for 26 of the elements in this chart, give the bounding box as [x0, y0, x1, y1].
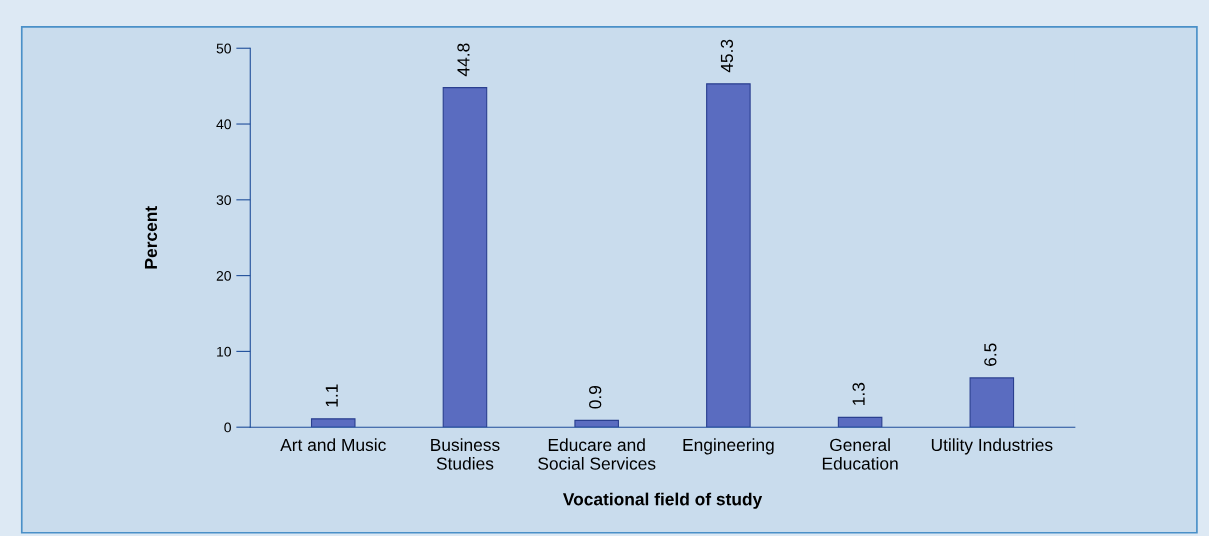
data-label: 0.9: [589, 385, 602, 409]
x-tick-label: Art and Music: [280, 438, 386, 452]
x-tick-label: Engineering: [683, 438, 774, 455]
x-axis-title: Vocational field of study: [562, 492, 763, 509]
data-label: 44.8: [457, 43, 470, 77]
data-label: 45.3: [720, 39, 734, 73]
y-axis-title: Percent: [144, 206, 158, 269]
bar: [310, 418, 356, 428]
x-tick-label: Utility Industries: [931, 438, 1053, 455]
y-tick-label: 30: [216, 195, 231, 205]
y-tick-label: 20: [216, 270, 231, 281]
bar: [442, 87, 488, 428]
y-tick-label: 0: [224, 422, 231, 433]
data-label: 1.1: [325, 384, 338, 407]
y-tick-label: 50: [216, 43, 231, 54]
x-tick-label: General Education: [822, 438, 898, 470]
data-label: 1.3: [852, 382, 865, 405]
x-tick-label: Educare and Social Services: [538, 438, 656, 470]
bar: [574, 419, 619, 428]
data-label: 6.5: [984, 343, 997, 366]
bar: [837, 416, 883, 428]
x-tick-label: Business Studies: [431, 438, 500, 470]
y-tick-label: 10: [217, 346, 231, 357]
y-tick-label: 40: [216, 119, 231, 130]
bar: [969, 377, 1015, 428]
bar: [706, 83, 751, 428]
